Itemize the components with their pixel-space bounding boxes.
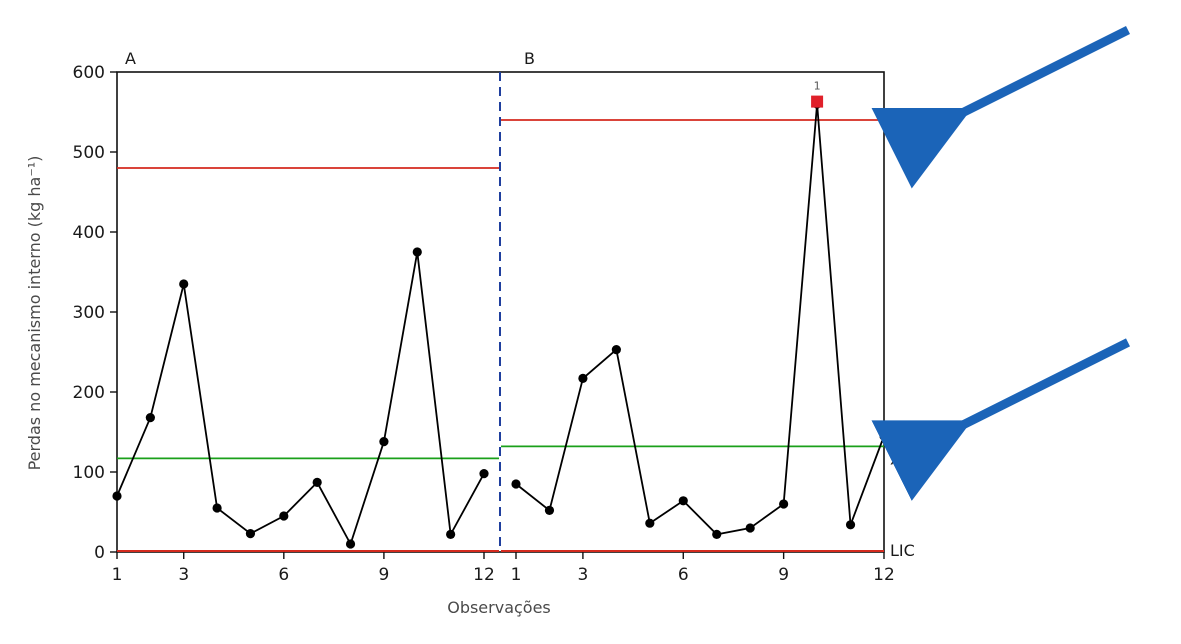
point-A-8 (345, 539, 356, 549)
out-of-control-point-B-10 (811, 95, 824, 108)
x-tick-label-B-9: 9 (778, 565, 789, 585)
point-B-6 (678, 496, 688, 506)
point-A-9 (379, 437, 389, 447)
lcl-label: LIC (890, 541, 915, 560)
axis-labels: 0 100 200 300 400 500 600 1 3 6 9 12 A 1 3 6 9 12 B 1 LSC X̄ L… (73, 49, 921, 585)
y-tick-label-3: 300 (73, 303, 105, 323)
x-tick-label-A-12: 12 (473, 565, 495, 585)
point-B-4 (611, 345, 621, 355)
x-tick-label-B-3: 3 (577, 565, 588, 585)
annotation-arrows (871, 25, 1131, 501)
point-A-11 (446, 529, 456, 540)
data-markers (112, 95, 889, 549)
series-line-B (515, 103, 885, 536)
point-A-7 (312, 477, 322, 487)
stage-label-B: B (524, 49, 535, 68)
axis-ticks (110, 71, 885, 559)
point-A-12 (479, 469, 489, 479)
y-tick-label-2: 200 (73, 383, 105, 403)
x-tick-label-B-1: 1 (511, 565, 522, 585)
point-B-5 (645, 518, 655, 528)
mean-label: X̄ (890, 449, 901, 468)
y-tick-label-4: 400 (73, 223, 105, 243)
y-tick-label-1: 100 (73, 463, 105, 483)
point-A-2 (145, 413, 155, 423)
x-tick-label-A-1: 1 (112, 565, 123, 585)
y-tick-label-6: 600 (73, 63, 105, 83)
point-B-1 (511, 479, 521, 489)
x-tick-label-B-6: 6 (678, 565, 689, 585)
data-series (116, 103, 885, 547)
point-B-12 (879, 431, 889, 441)
series-line-A (116, 251, 485, 547)
x-axis-title: Observações (447, 598, 551, 617)
point-B-9 (779, 499, 789, 509)
y-axis-title: Perdas no mecanismo interno (kg ha⁻¹) (25, 156, 44, 471)
point-A-10 (412, 247, 422, 257)
arrow-mean (871, 338, 1131, 501)
point-A-3 (179, 279, 189, 289)
stage-label-A: A (125, 49, 136, 68)
point-A-1 (112, 491, 122, 501)
ucl-label: LSC (890, 107, 920, 126)
x-tick-label-A-6: 6 (278, 565, 289, 585)
x-tick-label-B-12: 12 (873, 565, 895, 585)
point-A-5 (245, 529, 256, 539)
point-A-4 (212, 503, 222, 513)
x-tick-label-A-9: 9 (378, 565, 389, 585)
y-tick-label-0: 0 (94, 543, 105, 563)
point-B-3 (578, 373, 588, 383)
x-tick-label-A-3: 3 (178, 565, 189, 585)
point-B-8 (745, 523, 755, 533)
point-B-11 (845, 520, 856, 530)
point-B-2 (544, 505, 555, 515)
out-of-control-flag-B-10: 1 (814, 80, 821, 93)
arrow-ucl (871, 25, 1131, 189)
point-B-7 (712, 529, 722, 540)
point-A-6 (279, 511, 289, 521)
y-tick-label-5: 500 (73, 143, 105, 163)
